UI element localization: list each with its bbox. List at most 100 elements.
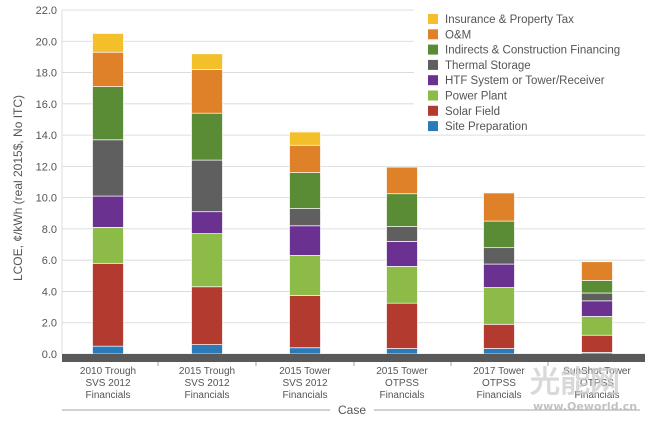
bar-segment (483, 192, 515, 222)
y-tick-label: 0.0 (42, 349, 57, 361)
legend-swatch (428, 75, 438, 86)
bar-segment (386, 241, 418, 267)
legend-label: Indirects & Construction Financing (445, 45, 620, 57)
x-tick-label: Financials (85, 390, 130, 401)
bar-segment (92, 139, 124, 197)
bar-segment (386, 193, 418, 227)
bar-segment (581, 334, 613, 353)
legend-swatch (428, 14, 438, 24)
legend-swatch (428, 90, 438, 101)
legend-label: HTF System or Tower/Receiver (445, 75, 605, 87)
bar-segment (289, 347, 321, 355)
x-tick-label: Financials (574, 390, 619, 401)
y-tick-label: 10.0 (36, 193, 57, 205)
bar-segment (289, 208, 321, 227)
legend-label: O&M (445, 29, 471, 41)
bar-segment (386, 302, 418, 349)
legend-swatch (428, 29, 438, 40)
bar-segment (289, 225, 321, 256)
y-tick-label: 20.0 (36, 36, 57, 48)
legend-swatch (428, 59, 438, 70)
x-axis-band (62, 354, 645, 362)
bar-segment (483, 287, 515, 325)
bar-segment (191, 69, 223, 114)
legend-label: Power Plant (445, 91, 508, 103)
bar-segment (191, 112, 223, 161)
bar-segment (581, 300, 613, 317)
y-axis: 0.0 2.0 4.0 6.0 8.0 10.0 12.0 14.0 16.0 18.0 20.0 2… (36, 5, 63, 361)
bar-segment (289, 255, 321, 296)
bar-segment (191, 344, 223, 355)
legend-label: Insurance & Property Tax (445, 14, 574, 26)
x-tick-label: Financials (282, 390, 327, 401)
bar-segment (483, 220, 515, 249)
bar-segment (191, 53, 223, 70)
x-tick-label: Financials (476, 390, 521, 401)
bar-segment (191, 159, 223, 213)
y-tick-label: 22.0 (36, 5, 57, 17)
x-tick-label: OTPSS (482, 378, 516, 389)
bar-segment (92, 86, 124, 141)
y-tick-label: 14.0 (36, 130, 57, 142)
bar-segment (289, 295, 321, 349)
bar-segment (289, 144, 321, 173)
x-tick-label: SVS 2012 (85, 378, 130, 389)
y-axis-title: LCOE, ¢/kWh (real 2015$, No ITC) (11, 95, 25, 281)
y-tick-label: 12.0 (36, 161, 57, 173)
bar-segment (581, 292, 613, 302)
bar-segment (92, 33, 124, 53)
legend-label: Site Preparation (445, 121, 527, 133)
x-tick-label: 2015 Trough (179, 366, 235, 377)
bar-segment (386, 266, 418, 304)
bar-segment (191, 233, 223, 288)
x-tick-label: OTPSS (580, 378, 614, 389)
x-tick-label: SVS 2012 (282, 378, 327, 389)
bar-segment (483, 263, 515, 288)
y-tick-label: 4.0 (42, 286, 57, 298)
bar-segment (191, 286, 223, 345)
legend-label: Thermal Storage (445, 60, 531, 72)
bar-segment (92, 51, 124, 87)
legend-swatch (428, 44, 438, 55)
x-tick-label: Financials (184, 390, 229, 401)
watermark: 光能网 www.Oeworld.cn (530, 365, 637, 413)
x-tick-label: SVS 2012 (184, 378, 229, 389)
x-tick-label: OTPSS (385, 378, 419, 389)
bar-segment (581, 280, 613, 294)
bar-segment (386, 166, 418, 195)
watermark-url: www.Oeworld.cn (533, 400, 637, 413)
bar-segment (92, 226, 124, 264)
y-tick-label: 6.0 (42, 255, 57, 267)
watermark-logo-text: 光能网 (530, 365, 620, 400)
bar-segment (92, 345, 124, 355)
bar-segment (581, 261, 613, 281)
legend: Insurance & Property Tax O&M Indirects & C… (414, 8, 652, 133)
bar-segment (289, 131, 321, 146)
bar-segment (386, 348, 418, 355)
bar-segment (483, 247, 515, 265)
y-tick-label: 16.0 (36, 99, 57, 111)
bar-segment (289, 172, 321, 209)
x-tick-label: SunShot Tower (563, 366, 631, 377)
x-tick-label: 2015 Tower (376, 366, 428, 377)
bar-segment (92, 262, 124, 347)
bar-segment (386, 226, 418, 242)
y-tick-label: 2.0 (42, 318, 57, 330)
bar-segment (191, 211, 223, 234)
legend-background (414, 8, 652, 132)
y-tick-label: 8.0 (42, 224, 57, 236)
legend-swatch (428, 105, 438, 116)
bars (92, 33, 613, 355)
bar-segment (581, 316, 613, 336)
y-tick-label: 18.0 (36, 68, 57, 80)
bar-segment (483, 348, 515, 355)
bar-segment (483, 323, 515, 349)
x-tick-label: 2015 Tower (279, 366, 331, 377)
x-axis-title: Case (338, 403, 366, 417)
bar-segment (92, 195, 124, 228)
x-tick-label: 2017 Tower (473, 366, 525, 377)
legend-label: Solar Field (445, 106, 500, 118)
